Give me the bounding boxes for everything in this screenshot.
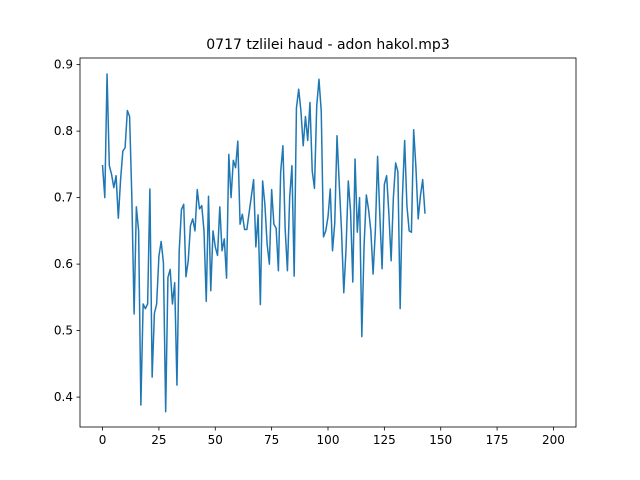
y-tick-label: 0.4 bbox=[54, 390, 73, 404]
chart-title: 0717 tzlilei haud - adon hakol.mp3 bbox=[206, 37, 449, 53]
y-tick-label: 0.5 bbox=[54, 324, 73, 338]
x-tick-label: 150 bbox=[429, 433, 452, 447]
series-line-0 bbox=[101, 73, 426, 413]
y-tick-label: 0.9 bbox=[54, 58, 73, 72]
x-tick-label: 50 bbox=[208, 433, 223, 447]
x-tick-label: 25 bbox=[151, 433, 166, 447]
x-tick-label: 125 bbox=[373, 433, 396, 447]
x-tick-label: 200 bbox=[542, 433, 565, 447]
y-tick-label: 0.7 bbox=[54, 191, 73, 205]
x-tick-label: 175 bbox=[486, 433, 509, 447]
y-tick-label: 0.6 bbox=[54, 257, 73, 271]
x-tick-label: 75 bbox=[264, 433, 279, 447]
x-tick-label: 0 bbox=[99, 433, 107, 447]
plot-layer: 0 25 50 75 100 125 150 175 200 0.4 0.5 0.6 0.7 0.8 0.9 bbox=[54, 57, 577, 447]
x-tick-label: 100 bbox=[317, 433, 340, 447]
y-tick-label: 0.8 bbox=[54, 124, 73, 138]
